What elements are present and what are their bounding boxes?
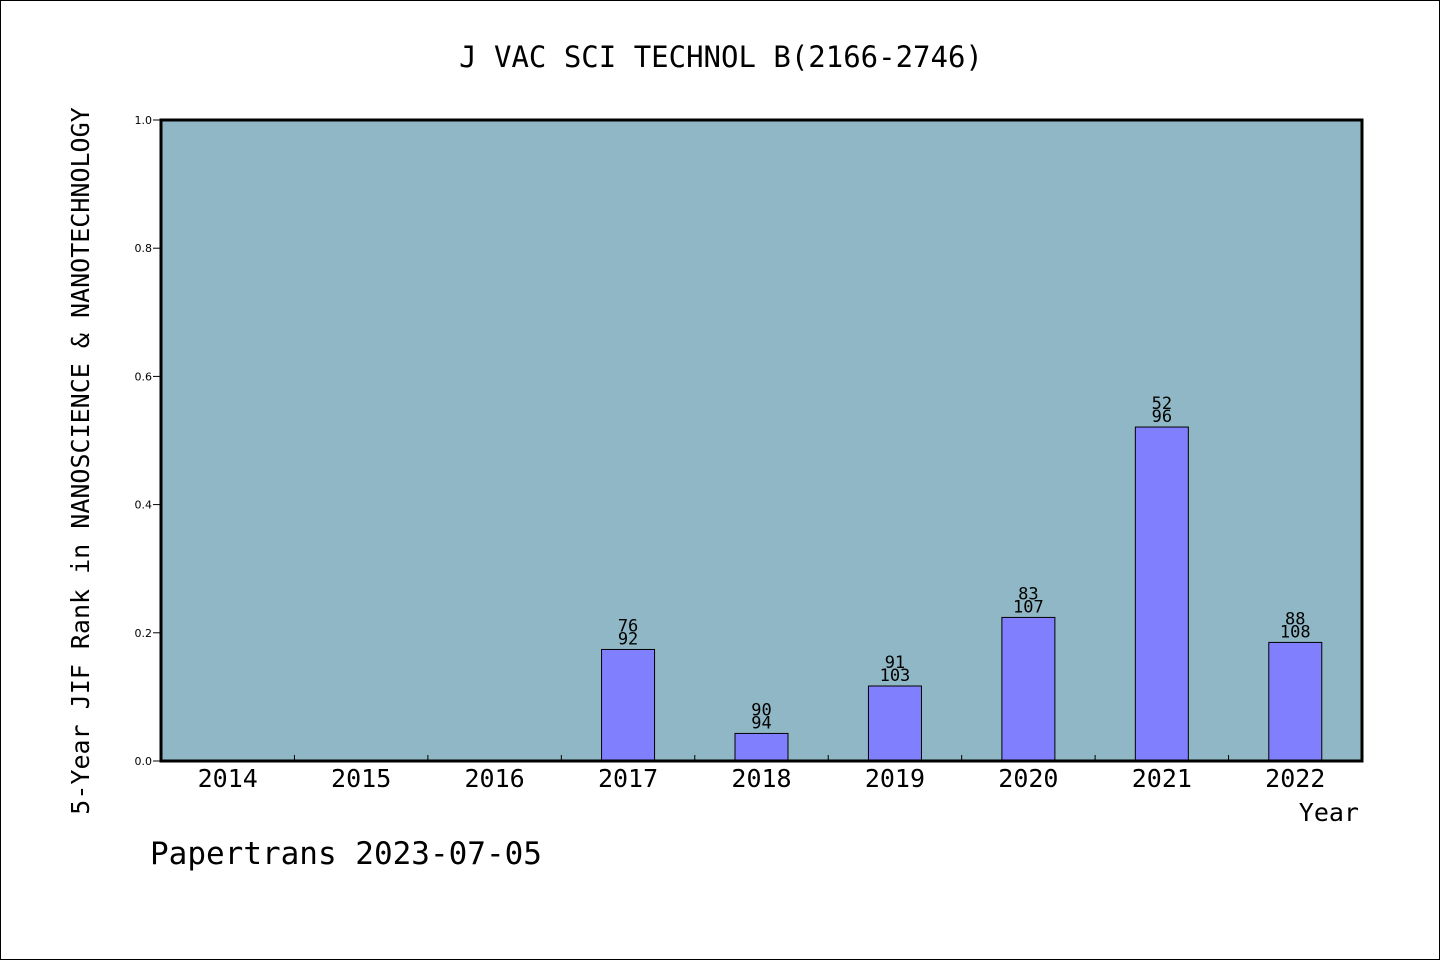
bar-2018 (734, 732, 789, 762)
bar-2019 (867, 685, 922, 762)
bar-label-rank: 52 (1152, 394, 1172, 414)
y-ticks-group: 0.0 0.2 0.4 0.6 0.8 1.0 (135, 114, 161, 768)
bar-label-rank: 91 (885, 653, 905, 673)
x-tick-label: 2019 (865, 764, 925, 793)
x-axis-label: Year (1299, 798, 1359, 827)
x-tick-label: 2015 (331, 764, 391, 793)
x-tick-label: 2016 (465, 764, 525, 793)
plot-frame (159, 118, 1364, 763)
y-tick-label: 0.2 (135, 627, 153, 640)
bar-2017 (601, 648, 656, 762)
x-tick-label: 2022 (1265, 764, 1325, 793)
y-tick-label: 0.6 (135, 370, 153, 383)
x-tick-label: 2018 (731, 764, 791, 793)
bar-label-total: 94 (751, 713, 771, 733)
bars-group (601, 426, 1323, 762)
bar-label-total: 103 (880, 666, 911, 686)
y-axis-label: 5-Year JIF Rank in NANOSCIENCE & NANOTEC… (66, 107, 95, 814)
x-tick-label: 2017 (598, 764, 658, 793)
bar-2022 (1268, 641, 1323, 762)
bar-label-rank: 88 (1285, 609, 1305, 629)
bar-label-rank: 76 (618, 616, 638, 636)
y-tick-label: 0.8 (135, 242, 153, 255)
x-tick-label: 2020 (998, 764, 1058, 793)
bar-label-total: 96 (1152, 407, 1172, 427)
footer-credit: Papertrans 2023-07-05 (150, 836, 542, 872)
bar-label-rank: 83 (1018, 584, 1038, 604)
x-tick-label: 2021 (1132, 764, 1192, 793)
bar-label-total: 108 (1280, 622, 1311, 642)
bar-2021 (1134, 426, 1189, 762)
y-tick-label: 0.0 (135, 755, 153, 768)
bar-2020 (1001, 616, 1056, 762)
bar-label-total: 107 (1013, 597, 1044, 617)
x-ticks-group: 2014 2015 2016 2017 2018 2019 2020 2021 2022 (198, 755, 1325, 793)
bar-label-rank: 90 (751, 700, 771, 720)
bar-label-total: 92 (618, 629, 638, 649)
y-tick-label: 1.0 (135, 114, 153, 127)
y-tick-label: 0.4 (135, 499, 153, 512)
chart-title: J VAC SCI TECHNOL B(2166-2746) (459, 40, 983, 74)
x-tick-label: 2014 (198, 764, 258, 793)
